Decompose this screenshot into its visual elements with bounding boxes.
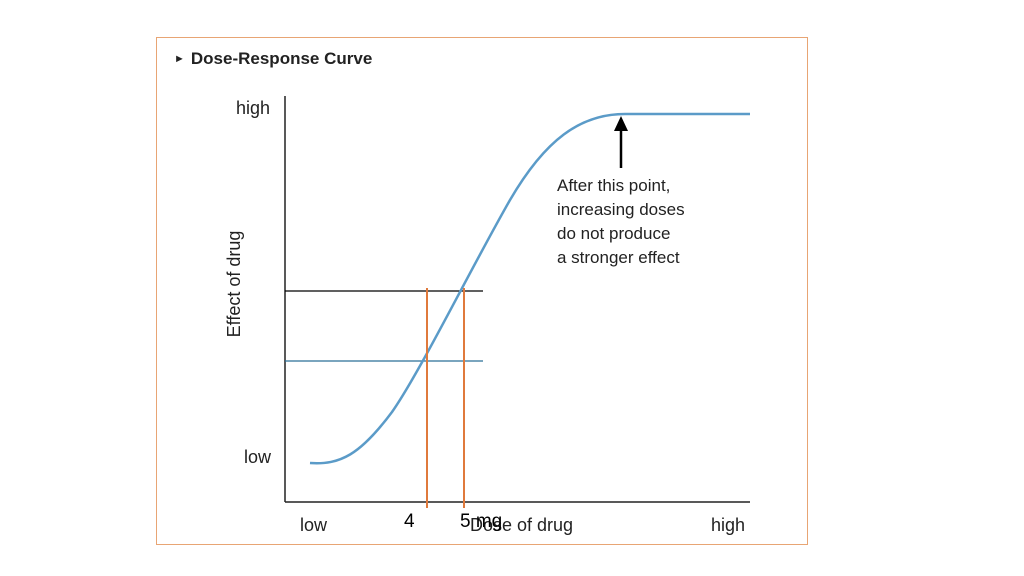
- y-tick-high: high: [236, 98, 270, 118]
- dose-response-curve: [309, 112, 750, 465]
- x-tick-high: high: [711, 515, 745, 535]
- annotation-line-4: a stronger effect: [557, 248, 680, 267]
- triangle-right-icon: ►: [174, 53, 185, 65]
- x-axis-label: Dose of drug: [470, 515, 573, 535]
- title-text: Dose-Response Curve: [190, 49, 373, 68]
- y-axis-label: Effect of drug: [224, 231, 244, 338]
- arrow-up-icon: [614, 116, 628, 168]
- annotation-line-2: increasing doses: [557, 200, 685, 219]
- dose-marker-label-5mg: 5 mg: [460, 511, 502, 532]
- figure-title: ► Dose-Response Curve: [174, 49, 372, 69]
- figure-frame: [156, 37, 808, 545]
- annotation-line-1: After this point,: [557, 176, 670, 195]
- y-tick-low: low: [244, 447, 272, 467]
- annotation-line-3: do not produce: [557, 224, 670, 243]
- dose-marker-label-4: 4: [404, 511, 415, 532]
- x-tick-low: low: [300, 515, 328, 535]
